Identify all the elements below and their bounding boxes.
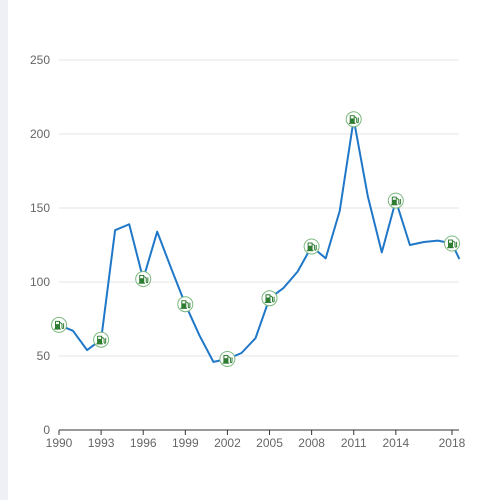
pump-base xyxy=(264,301,272,303)
fuel-pump-marker xyxy=(387,192,404,209)
pump-hose xyxy=(228,356,233,364)
pump-window xyxy=(266,295,270,298)
x-tick-label-2018: 2018 xyxy=(439,436,466,450)
pump-hose xyxy=(59,321,65,329)
pump-hose xyxy=(270,295,275,303)
pump-window xyxy=(392,197,396,200)
x-axis: 1990 1993 1996 1999 2002 2005 2008 2011 2014 2018 xyxy=(46,429,466,450)
fuel-pump-icon xyxy=(391,196,401,206)
pump-window xyxy=(449,240,452,243)
y-tick-label-150: 150 xyxy=(30,201,50,215)
pump-base xyxy=(306,250,314,252)
x-tick-label-2011: 2011 xyxy=(341,436,367,450)
fuel-pump-marker xyxy=(444,235,460,252)
x-tick-label-2002: 2002 xyxy=(214,436,241,450)
pump-hose xyxy=(186,301,191,309)
fuel-pump-icon xyxy=(348,115,359,124)
gridlines xyxy=(59,59,459,357)
pump-base xyxy=(391,204,398,206)
fuel-pump-icon xyxy=(54,320,65,330)
fuel-pump-marker xyxy=(93,331,110,348)
fuel-pump-icon xyxy=(447,239,458,249)
y-tick-label-100: 100 xyxy=(30,275,50,289)
pump-base xyxy=(348,122,356,124)
y-tick-label-200: 200 xyxy=(30,127,50,141)
pump-base xyxy=(447,247,454,249)
fuel-pump-icon xyxy=(180,300,191,309)
x-tick-label-1999: 1999 xyxy=(172,436,199,450)
pump-base xyxy=(96,343,103,345)
pump-window xyxy=(308,243,312,246)
x-tick-label-1990: 1990 xyxy=(46,436,73,450)
fuel-pump-icon xyxy=(96,335,107,345)
pump-window xyxy=(182,301,186,304)
pump-hose xyxy=(452,240,458,248)
pump-window xyxy=(56,321,59,325)
pump-hose xyxy=(101,336,107,344)
y-tick-label-50: 50 xyxy=(37,349,51,363)
fuel-pump-icon xyxy=(222,355,233,364)
pump-hose xyxy=(312,243,317,251)
y-axis-ticks: 0 50 100 150 200 250 xyxy=(30,53,50,437)
y-tick-label-0: 0 xyxy=(43,423,50,437)
pump-hose xyxy=(396,197,401,205)
series-layer xyxy=(58,118,460,363)
fuel-pump-marker xyxy=(177,296,194,313)
pump-base xyxy=(138,282,145,284)
x-tick-label-1996: 1996 xyxy=(130,436,157,450)
markers-layer xyxy=(51,111,460,367)
fuel-pump-marker xyxy=(135,271,152,287)
fuel-pump-marker xyxy=(51,316,67,333)
pump-hose xyxy=(354,116,359,124)
pump-base xyxy=(54,328,61,330)
x-tick-label-1993: 1993 xyxy=(88,436,115,450)
pump-window xyxy=(350,116,354,119)
fuel-pump-icon xyxy=(306,242,317,252)
pump-window xyxy=(140,276,144,279)
fuel-pump-marker xyxy=(345,111,362,128)
series-line-0 xyxy=(58,118,460,363)
pump-base xyxy=(180,307,188,309)
x-tick-label-2008: 2008 xyxy=(298,436,325,450)
left-panel-edge xyxy=(0,0,8,500)
fuel-pump-icon xyxy=(264,294,275,303)
y-tick-label-250: 250 xyxy=(30,53,50,67)
pump-window xyxy=(224,356,228,359)
x-tick-label-2005: 2005 xyxy=(256,436,283,450)
pump-base xyxy=(222,362,230,364)
fuel-pump-marker xyxy=(219,351,236,367)
fuel-pump-marker xyxy=(303,238,320,255)
pump-hose xyxy=(143,276,149,284)
pump-window xyxy=(98,336,102,339)
x-tick-label-2014: 2014 xyxy=(382,436,409,450)
fuel-pump-icon xyxy=(138,275,149,284)
fuel-pump-marker xyxy=(261,290,278,307)
